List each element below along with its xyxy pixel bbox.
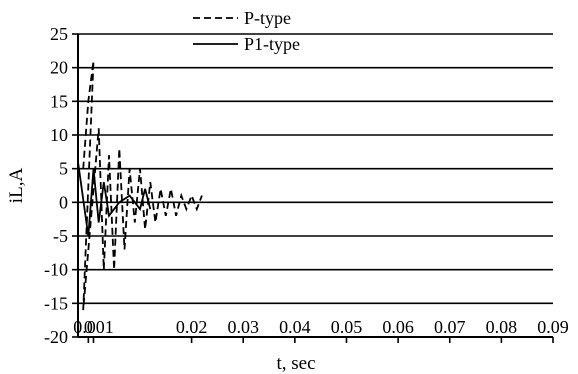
y-tick-label: 25 — [50, 24, 68, 44]
y-tick-label: -15 — [44, 293, 68, 313]
axes — [77, 34, 553, 338]
y-tick-label: 5 — [59, 159, 68, 179]
series-line-2 — [77, 161, 152, 237]
y-tick-labels: 25 20 15 10 5 0 -5 -10 -15 -20 — [44, 24, 78, 347]
y-tick-label: 15 — [50, 91, 68, 111]
y-tick-label: 20 — [50, 58, 68, 78]
y-tick-label: -10 — [44, 260, 68, 280]
legend-label: P1-type — [244, 34, 300, 54]
x-tick-label: 0.001 — [73, 317, 114, 337]
legend-label: P-type — [244, 8, 291, 28]
x-tick-label: 0 — [84, 317, 93, 337]
legend: P-type P1-type — [193, 8, 300, 54]
x-tick-label: 0.02 — [176, 317, 208, 337]
x-tick-label: 0.04 — [279, 317, 311, 337]
x-tick-labels: 00.001 0.02 0.03 0.04 0.05 0.06 0.07 0.08 0.09 — [73, 317, 569, 343]
y-tick-label: 0 — [59, 192, 68, 212]
y-tick-label: -20 — [44, 327, 68, 347]
y-axis-label: iL,A — [6, 168, 27, 204]
x-axis-label: t, sec — [276, 353, 315, 374]
series-lines — [77, 60, 203, 311]
x-tick-label: 0.03 — [227, 317, 259, 337]
x-tick-label: 0.08 — [486, 317, 518, 337]
y-tick-label: 10 — [50, 125, 68, 145]
x-tick-label: 0.07 — [434, 317, 466, 337]
x-tick-label: 0.06 — [382, 317, 414, 337]
x-tick-label: 0.09 — [537, 317, 569, 337]
grid-lines — [78, 33, 553, 305]
series-line-1 — [82, 60, 203, 311]
y-tick-label: -5 — [53, 226, 68, 246]
x-tick-label: 0.05 — [331, 317, 363, 337]
